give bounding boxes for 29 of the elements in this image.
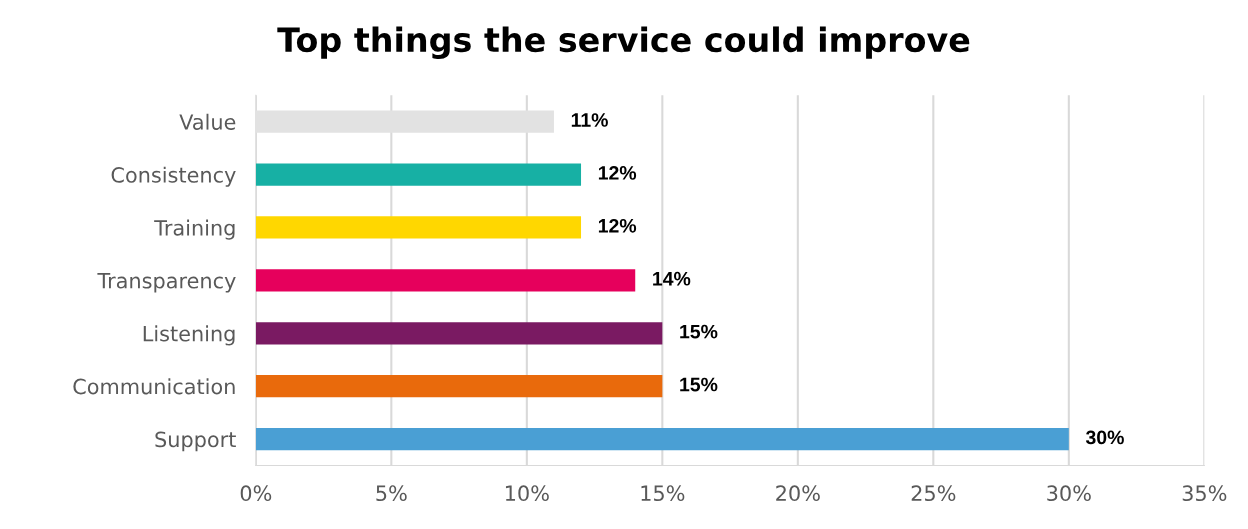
chart-title: Top things the service could improve <box>277 26 970 59</box>
x-tick-label: 25% <box>911 485 956 502</box>
data-label: 11% <box>571 113 608 127</box>
x-tick-label: 30% <box>1047 485 1091 502</box>
y-tick-label: Consistency <box>111 166 236 187</box>
data-label: 30% <box>1085 430 1124 445</box>
bar <box>255 163 582 186</box>
bar <box>255 322 663 345</box>
data-label: 12% <box>598 218 637 233</box>
x-tick-label: 5% <box>376 485 407 502</box>
y-tick-label: Support <box>155 431 236 452</box>
x-tick-label: 0% <box>240 485 272 502</box>
x-tick-label: 10% <box>505 485 549 502</box>
data-label: 15% <box>680 324 718 339</box>
y-tick-label: Transparency <box>97 273 236 293</box>
x-tick-label: 20% <box>776 485 820 502</box>
y-tick-label: Value <box>179 113 236 130</box>
data-label: 12% <box>598 166 637 180</box>
data-label: 15% <box>680 377 718 392</box>
data-label: 14% <box>653 271 691 286</box>
bar <box>255 427 1069 451</box>
bar <box>255 269 636 292</box>
y-tick-label: Listening <box>143 325 235 346</box>
x-tick-label: 35% <box>1182 485 1227 502</box>
y-tick-label: Communication <box>73 378 235 395</box>
y-tick-label: Training <box>154 219 235 240</box>
x-tick-label: 15% <box>641 485 685 502</box>
bar <box>255 216 582 239</box>
bar <box>255 375 663 398</box>
